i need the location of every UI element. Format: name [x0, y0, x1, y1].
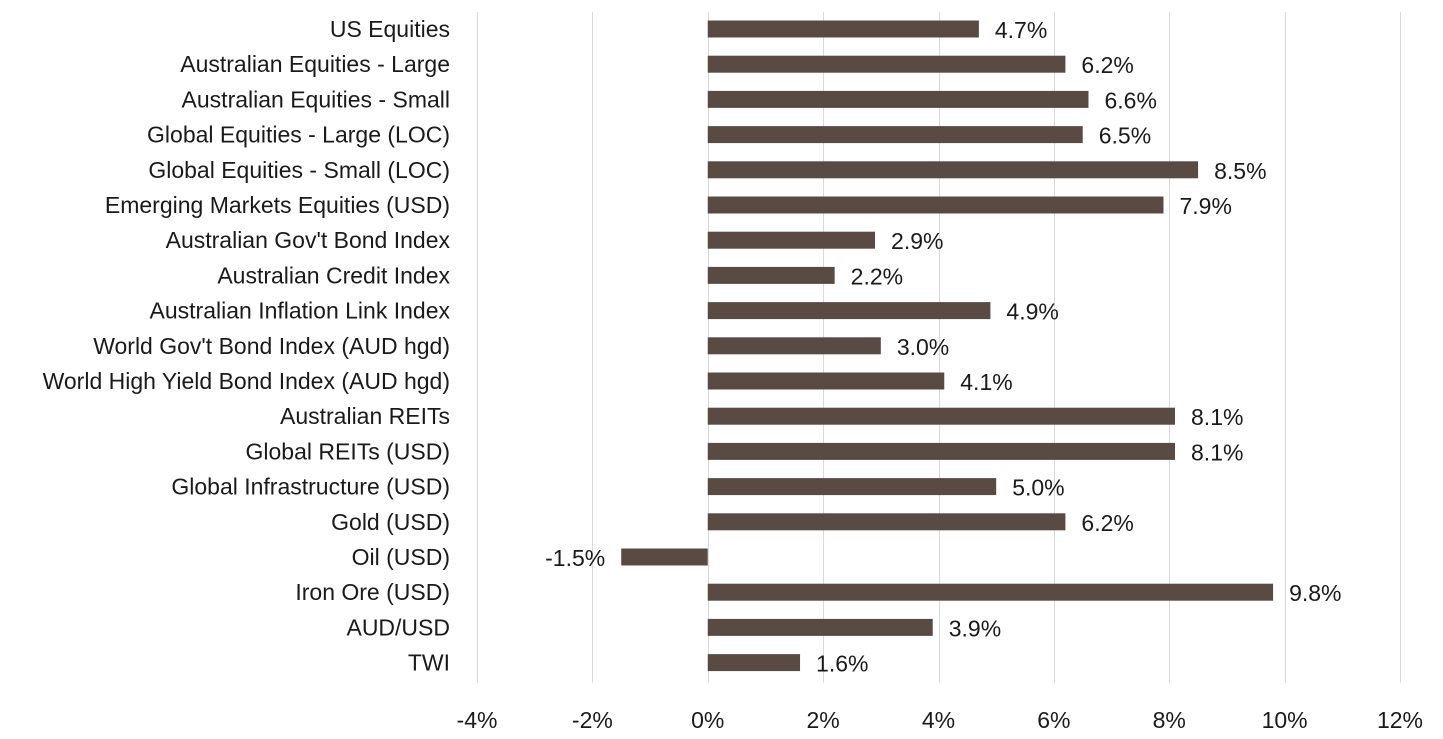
data-label: 6.2%: [1081, 52, 1133, 78]
x-tick-label: 12%: [1377, 707, 1423, 733]
gridlines: [477, 12, 1401, 683]
category-label: Australian Gov't Bond Index: [166, 227, 451, 253]
bar: [707, 654, 801, 672]
data-labels: 4.7% 6.2% 6.6% 6.5% 8.5% 7.9% 2.9% 2.2% 4.9% 3.0%…: [545, 17, 1341, 677]
category-labels: US Equities Australian Equities - Large Au…: [43, 16, 451, 676]
data-label: 3.9%: [949, 615, 1001, 641]
category-label: Australian Equities - Small: [182, 86, 450, 112]
category-label: Australian Equities - Large: [180, 51, 450, 77]
bars: [621, 20, 1274, 672]
bar: [707, 161, 1199, 179]
category-label: Australian Credit Index: [217, 262, 450, 288]
bar: [707, 90, 1089, 108]
data-label: 6.6%: [1104, 87, 1156, 113]
category-label: Emerging Markets Equities (USD): [105, 192, 450, 218]
data-label: 2.2%: [851, 263, 903, 289]
category-label: Australian REITs: [280, 403, 450, 429]
bar: [707, 442, 1176, 460]
x-tick-label: 10%: [1262, 707, 1308, 733]
data-label: 6.2%: [1081, 510, 1133, 536]
x-tick-label: -4%: [457, 707, 498, 733]
x-tick-label: 4%: [922, 707, 955, 733]
data-label: 1.6%: [816, 651, 868, 677]
bar: [707, 20, 979, 38]
data-label: -1.5%: [545, 545, 605, 571]
category-label: Iron Ore (USD): [295, 579, 450, 605]
bar: [707, 266, 835, 284]
category-label: US Equities: [330, 16, 450, 42]
x-tick-label: -2%: [572, 707, 613, 733]
category-label: World High Yield Bond Index (AUD hgd): [43, 368, 450, 394]
category-label: TWI: [408, 650, 450, 676]
x-tick-label: 2%: [807, 707, 840, 733]
data-label: 7.9%: [1179, 193, 1231, 219]
bar: [707, 478, 997, 496]
bar: [707, 302, 991, 320]
data-label: 9.8%: [1289, 580, 1341, 606]
bar: [707, 55, 1066, 73]
x-axis-tick-labels: -4% -2% 0% 2% 4% 6% 8% 10% 12%: [457, 707, 1423, 733]
bar: [707, 618, 933, 636]
data-label: 3.0%: [897, 334, 949, 360]
bar: [707, 196, 1164, 214]
data-label: 8.1%: [1191, 439, 1243, 465]
data-label: 4.9%: [1006, 299, 1058, 325]
x-tick-label: 6%: [1037, 707, 1070, 733]
x-tick-label: 0%: [691, 707, 724, 733]
bar: [707, 126, 1083, 144]
category-label: Global Infrastructure (USD): [171, 474, 450, 500]
bar: [707, 372, 945, 390]
data-label: 4.7%: [995, 17, 1047, 43]
data-label: 2.9%: [891, 228, 943, 254]
category-label: Oil (USD): [352, 544, 450, 570]
category-label: AUD/USD: [346, 614, 450, 640]
category-label: Australian Inflation Link Index: [150, 298, 451, 324]
bar: [621, 548, 708, 566]
data-label: 6.5%: [1099, 123, 1151, 149]
category-label: Global Equities - Small (LOC): [148, 157, 450, 183]
data-label: 8.1%: [1191, 404, 1243, 430]
data-label: 8.5%: [1214, 158, 1266, 184]
category-label: Gold (USD): [331, 509, 450, 535]
bar: [707, 583, 1274, 601]
category-label: World Gov't Bond Index (AUD hgd): [93, 333, 450, 359]
category-label: Global REITs (USD): [246, 438, 450, 464]
category-label: Global Equities - Large (LOC): [147, 122, 450, 148]
bar: [707, 337, 881, 355]
bar: [707, 407, 1176, 425]
bar: [707, 513, 1066, 531]
data-label: 4.1%: [960, 369, 1012, 395]
bar: [707, 231, 876, 249]
x-tick-label: 8%: [1153, 707, 1186, 733]
data-label: 5.0%: [1012, 475, 1064, 501]
